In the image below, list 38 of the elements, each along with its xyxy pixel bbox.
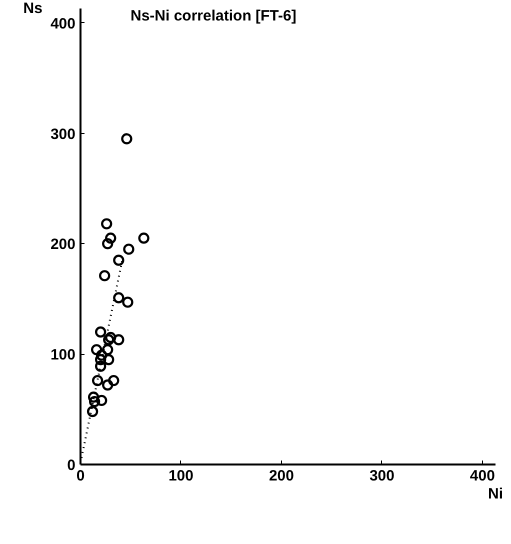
- point: [94, 354, 106, 366]
- point: [94, 360, 106, 372]
- chart-title: Ns-Ni correlation [FT-6]: [130, 8, 296, 24]
- point: [121, 133, 132, 144]
- y-tick-label: 0: [67, 457, 76, 474]
- y-tick-label: 200: [50, 236, 76, 254]
- point: [86, 406, 98, 418]
- y-tick-label: 300: [50, 126, 76, 143]
- x-tick-label: 200: [268, 468, 294, 484]
- point: [122, 296, 134, 308]
- point: [101, 218, 112, 230]
- point: [103, 354, 114, 366]
- point: [113, 254, 124, 266]
- point: [105, 332, 116, 344]
- point: [102, 344, 114, 356]
- y-axis-title: Ns: [23, 0, 42, 17]
- point: [102, 379, 114, 391]
- point: [113, 334, 124, 346]
- point: [123, 244, 134, 255]
- point: [96, 394, 108, 406]
- x-tick-label: 300: [369, 468, 394, 484]
- x-axis-title: Ni: [488, 486, 503, 502]
- x-tick-label: 400: [470, 468, 495, 484]
- x-tick-label: 100: [168, 468, 194, 484]
- point: [138, 232, 150, 244]
- point: [103, 334, 114, 346]
- point: [108, 374, 120, 386]
- y-tick-label: 400: [50, 15, 76, 32]
- point: [88, 392, 100, 403]
- point: [105, 232, 116, 244]
- point: [102, 238, 114, 250]
- y-tick-label: 100: [50, 346, 76, 364]
- point: [88, 396, 100, 408]
- point: [94, 326, 106, 338]
- point: [92, 374, 104, 386]
- point: [99, 270, 110, 282]
- point: [90, 344, 102, 356]
- point: [113, 292, 124, 304]
